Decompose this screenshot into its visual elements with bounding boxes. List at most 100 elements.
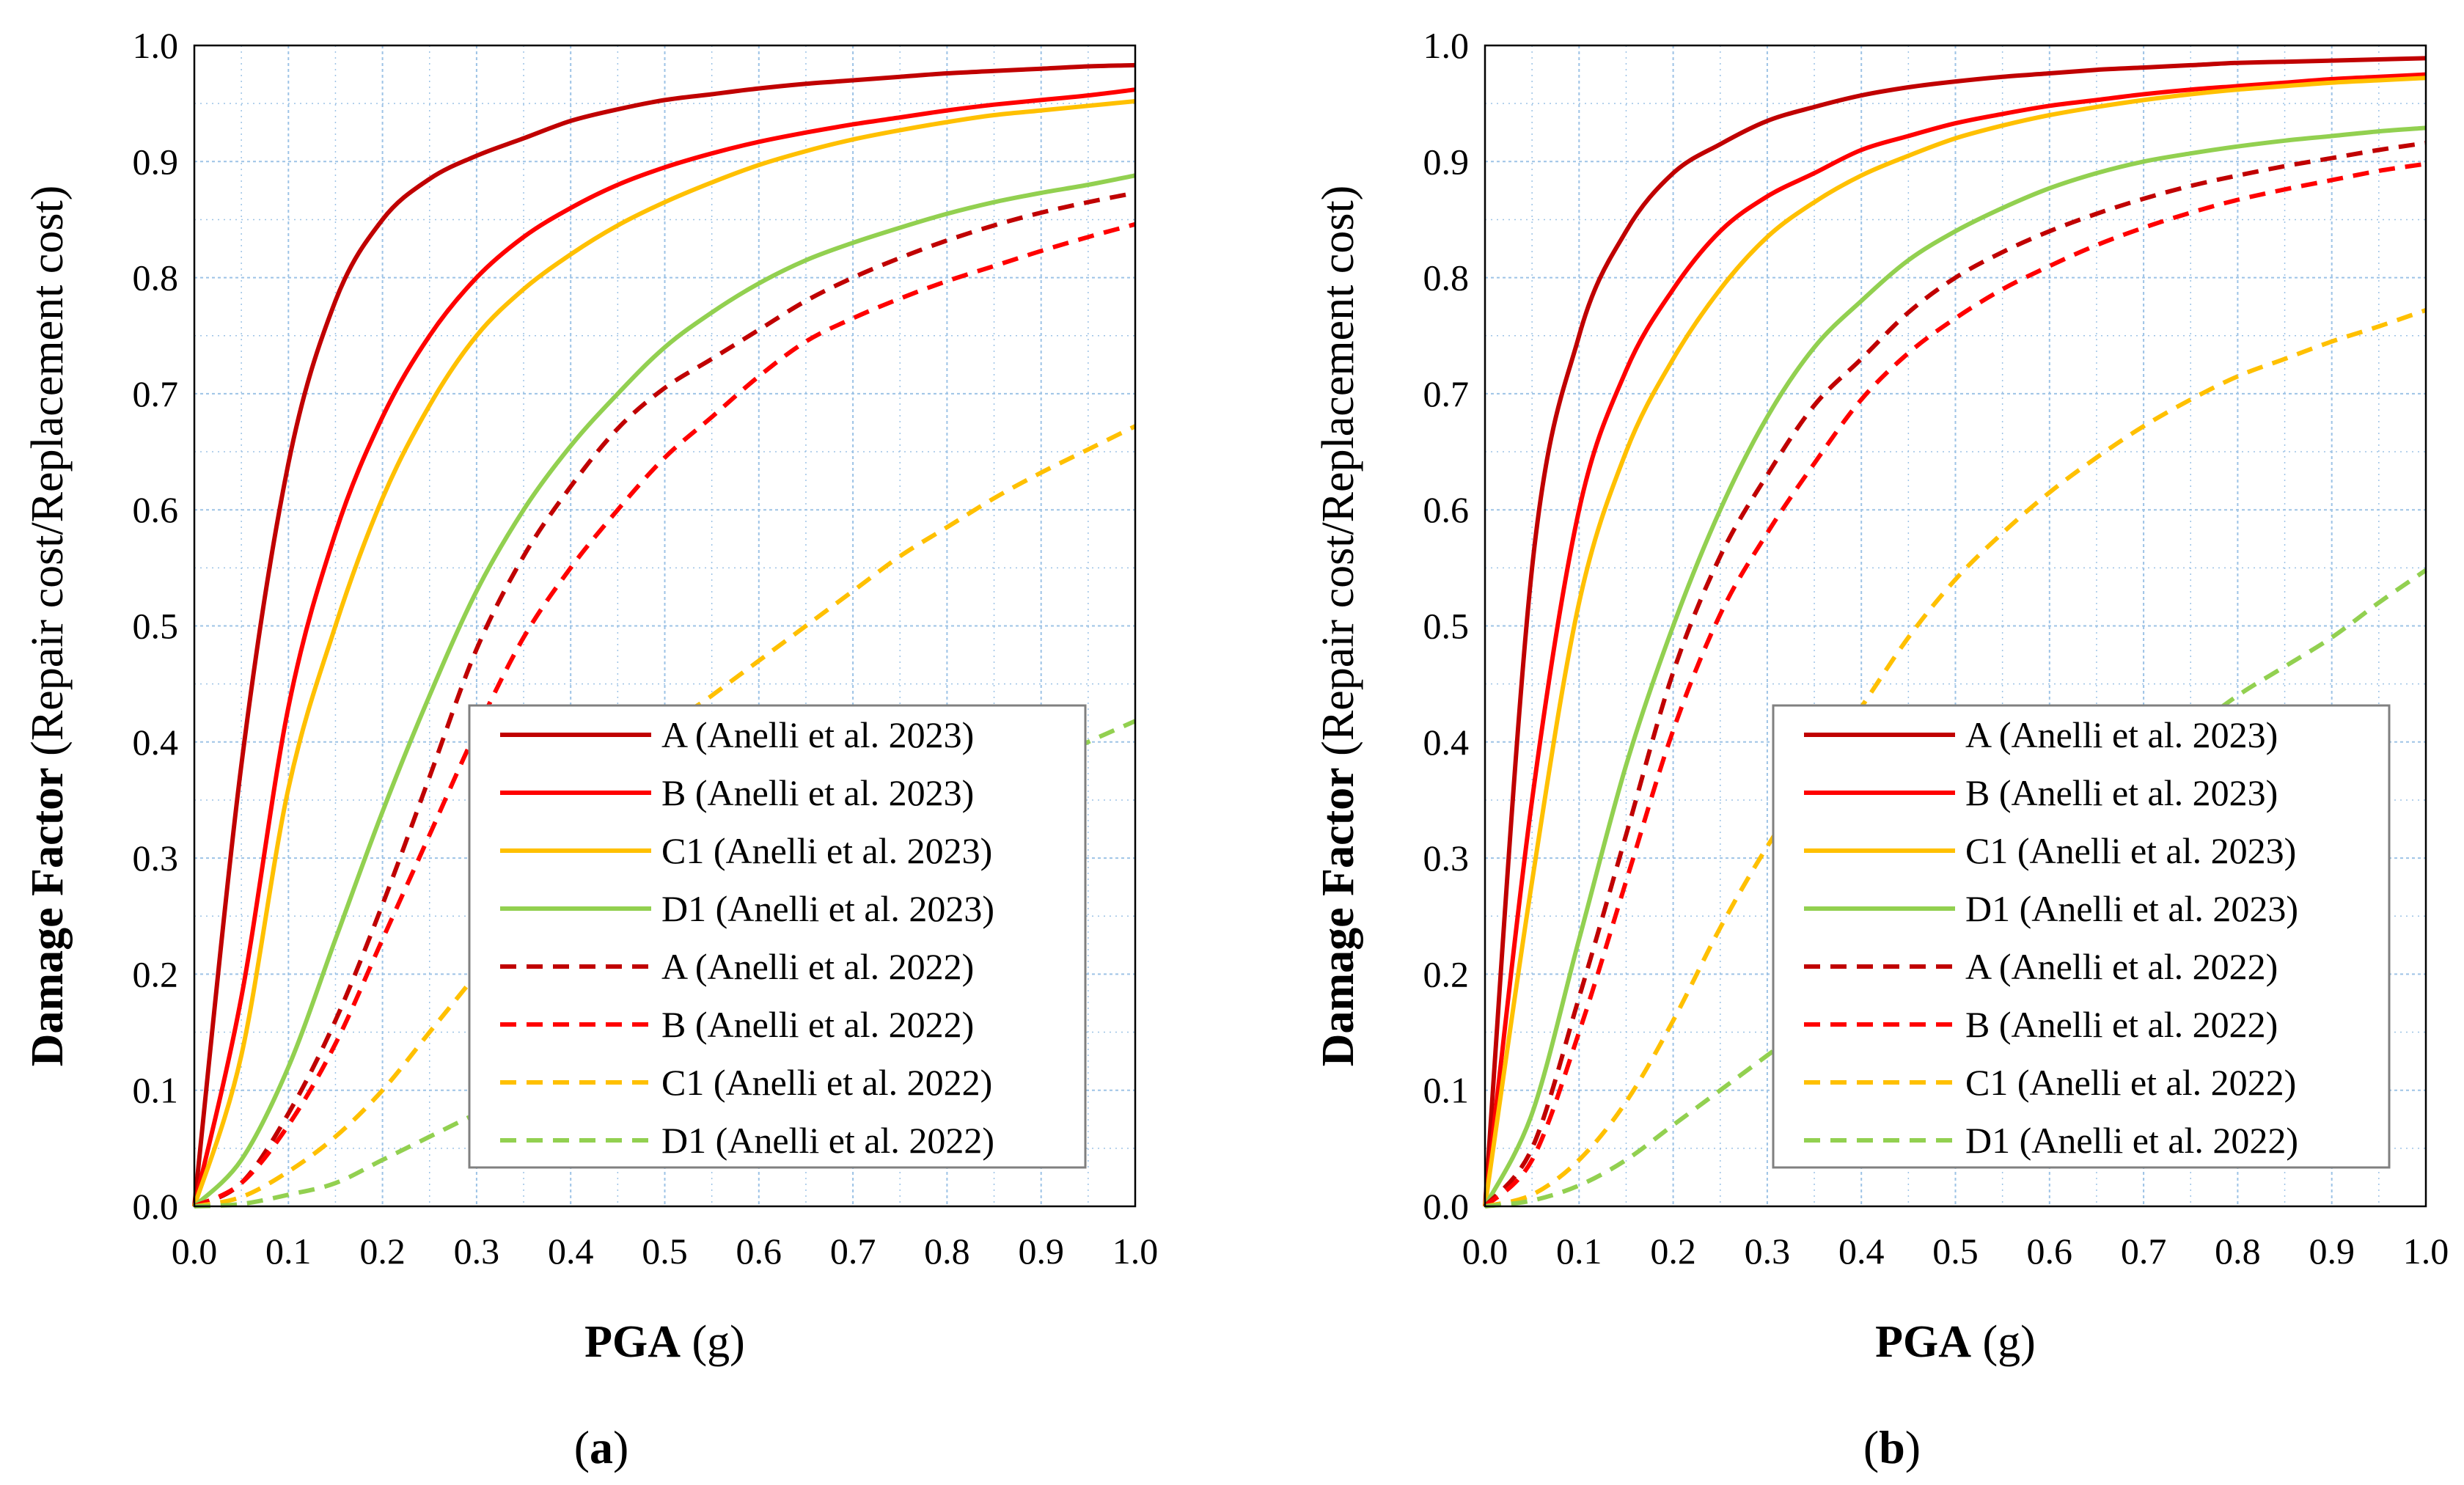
x-tick-label: 0.5 [642,1231,688,1272]
chart-panel-b: 0.0 0.1 0.2 0.3 0.4 0.5 0.6 0.7 0.8 0.9 1.0 0.0 0.1… [1313,25,2449,1473]
y-tick-label: 0.3 [133,837,179,879]
legend-item: C1 (Anelli et al. 2022) [1804,1062,2296,1103]
y-tick-label: 0.3 [1423,837,1470,879]
x-axis-title-bold: PGA [1875,1317,1971,1367]
x-tick-label: 0.0 [1462,1231,1508,1272]
y-tick-label: 0.7 [133,373,179,414]
y-tick-label: 0.6 [133,489,179,530]
legend-item: D1 (Anelli et al. 2022) [1804,1120,2298,1161]
x-tick-labels: 0.0 0.1 0.2 0.3 0.4 0.5 0.6 0.7 0.8 0.9 1.0 [1462,1231,2449,1272]
series-group [1483,56,2427,1209]
legend-label: D1 (Anelli et al. 2023) [1965,888,2298,929]
series-line-c1-2023 [192,99,1136,1207]
series-line-a-2022 [1483,141,2427,1208]
x-tick-label: 0.9 [2309,1231,2355,1272]
series-line-d1-2022 [194,719,1137,1209]
x-axis-title: PGA (g) [584,1317,745,1367]
y-tick-label: 0.0 [1423,1186,1470,1227]
legend-item: C1 (Anelli et al. 2023) [500,830,992,871]
legend-box [468,704,1087,1169]
plot-area-frame [193,44,1137,1208]
y-tick-label: 0.4 [1423,722,1470,763]
x-tick-label: 1.0 [1112,1231,1159,1272]
series-line-a-2023 [192,62,1136,1207]
y-tick-label: 0.9 [1423,141,1470,182]
caption-letter: a [590,1421,613,1473]
x-tick-label: 1.0 [2403,1231,2449,1272]
y-axis-title-unit: (Repair cost/Replacement cost) [1313,186,1363,768]
x-tick-label: 0.5 [1932,1231,1979,1272]
legend-item: A (Anelli et al. 2022) [1804,946,2278,987]
caption-letter: b [1879,1421,1905,1473]
y-axis-title-bold: Damage Factor [23,767,73,1066]
y-tick-label: 0.1 [133,1070,179,1111]
series-line-b-2022 [193,221,1136,1209]
y-tick-labels: 0.0 0.1 0.2 0.3 0.4 0.5 0.6 0.7 0.8 0.9 1.0 [133,25,179,1227]
y-tick-label: 1.0 [133,25,179,66]
legend-label: B (Anelli et al. 2022) [661,1004,974,1045]
series-line-b-2023 [1483,72,2427,1207]
series-line-c1-2023 [1483,76,2427,1207]
x-tick-label: 0.7 [830,1231,876,1272]
legend: A (Anelli et al. 2023) B (Anelli et al. 2… [468,704,1087,1169]
x-tick-label: 0.9 [1018,1231,1064,1272]
x-tick-label: 0.4 [1838,1231,1885,1272]
panel-caption: (b) [1863,1421,1921,1473]
y-tick-label: 0.9 [133,141,179,182]
legend-label: B (Anelli et al. 2022) [1965,1004,2278,1045]
caption-open: ( [574,1421,590,1473]
legend-item: A (Anelli et al. 2022) [500,946,974,987]
legend-item: B (Anelli et al. 2022) [1804,1004,2278,1045]
y-tick-label: 0.0 [133,1186,179,1227]
x-tick-label: 0.2 [359,1231,406,1272]
x-tick-labels: 0.0 0.1 0.2 0.3 0.4 0.5 0.6 0.7 0.8 0.9 1.0 [172,1231,1159,1272]
legend-label: C1 (Anelli et al. 2023) [661,830,992,871]
legend-item: A (Anelli et al. 2023) [500,714,974,755]
legend-item: C1 (Anelli et al. 2022) [500,1062,992,1103]
y-tick-label: 0.6 [1423,489,1470,530]
y-tick-label: 0.2 [133,953,179,994]
x-tick-label: 0.1 [265,1231,312,1272]
legend-label: C1 (Anelli et al. 2022) [1965,1062,2296,1103]
caption-close: ) [1905,1421,1921,1473]
x-axis-title-unit: (g) [1971,1317,2036,1367]
legend-item: B (Anelli et al. 2023) [1804,772,2278,813]
x-tick-label: 0.6 [736,1231,782,1272]
plot-area-frame [1484,44,2427,1208]
legend-label: D1 (Anelli et al. 2023) [661,888,994,929]
caption-close: ) [613,1421,628,1473]
x-tick-label: 0.3 [454,1231,500,1272]
legend-label: C1 (Anelli et al. 2022) [661,1062,992,1103]
legend-item: D1 (Anelli et al. 2022) [500,1120,994,1161]
legend-item: C1 (Anelli et al. 2023) [1804,830,2296,871]
legend-box [1772,704,2391,1169]
caption-open: ( [1863,1421,1879,1473]
legend-label: A (Anelli et al. 2023) [661,714,974,755]
x-tick-label: 0.7 [2121,1231,2167,1272]
panel-caption: (a) [574,1421,629,1473]
y-tick-labels: 0.0 0.1 0.2 0.3 0.4 0.5 0.6 0.7 0.8 0.9 1.0 [1423,25,1470,1227]
series-line-a-2023 [1483,56,2427,1207]
y-tick-label: 0.5 [1423,606,1470,647]
y-tick-label: 0.8 [1423,257,1470,298]
y-axis-title: Damage Factor (Repair cost/Replacement c… [23,186,73,1067]
legend-label: C1 (Anelli et al. 2023) [1965,830,2296,871]
legend-item: B (Anelli et al. 2022) [500,1004,974,1045]
legend-item: B (Anelli et al. 2023) [500,772,974,813]
series-line-b-2023 [192,87,1136,1207]
series-line-c1-2022 [1484,308,2427,1209]
x-tick-label: 0.3 [1745,1231,1791,1272]
x-tick-label: 0.4 [548,1231,594,1272]
x-tick-label: 0.0 [172,1231,218,1272]
legend-label: A (Anelli et al. 2022) [1965,946,2278,987]
x-tick-label: 0.6 [2027,1231,2073,1272]
y-axis-title-unit: (Repair cost/Replacement cost) [23,186,73,768]
x-axis-title-unit: (g) [681,1317,745,1367]
legend-label: D1 (Anelli et al. 2022) [661,1120,994,1161]
legend-label: A (Anelli et al. 2022) [661,946,974,987]
y-tick-label: 1.0 [1423,25,1470,66]
x-tick-label: 0.8 [924,1231,970,1272]
y-tick-label: 0.8 [133,257,179,298]
legend-label: B (Anelli et al. 2023) [661,772,974,813]
